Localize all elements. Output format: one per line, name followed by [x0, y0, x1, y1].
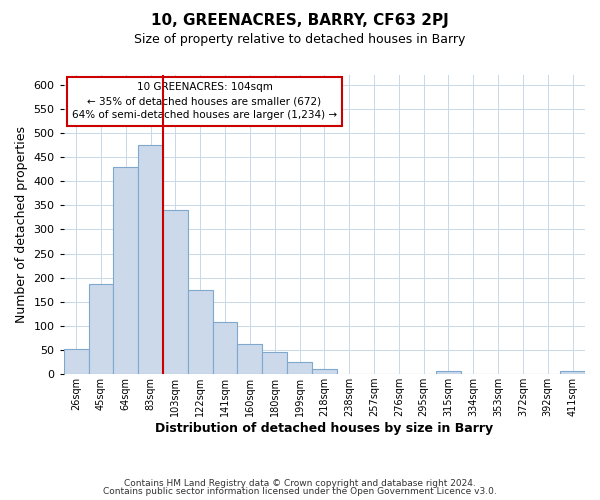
Text: 10 GREENACRES: 104sqm
← 35% of detached houses are smaller (672)
64% of semi-det: 10 GREENACRES: 104sqm ← 35% of detached …: [72, 82, 337, 120]
Bar: [262, 352, 287, 374]
Bar: [113, 166, 138, 374]
Bar: [238, 344, 262, 374]
Bar: [188, 290, 212, 374]
Bar: [212, 322, 238, 374]
Bar: [560, 372, 585, 374]
Text: Size of property relative to detached houses in Barry: Size of property relative to detached ho…: [134, 32, 466, 46]
Bar: [312, 369, 337, 374]
Text: Contains HM Land Registry data © Crown copyright and database right 2024.: Contains HM Land Registry data © Crown c…: [124, 478, 476, 488]
Text: Contains public sector information licensed under the Open Government Licence v3: Contains public sector information licen…: [103, 487, 497, 496]
Text: 10, GREENACRES, BARRY, CF63 2PJ: 10, GREENACRES, BARRY, CF63 2PJ: [151, 12, 449, 28]
Bar: [163, 210, 188, 374]
Y-axis label: Number of detached properties: Number of detached properties: [15, 126, 28, 323]
Bar: [287, 362, 312, 374]
Bar: [436, 372, 461, 374]
Bar: [64, 348, 89, 374]
X-axis label: Distribution of detached houses by size in Barry: Distribution of detached houses by size …: [155, 422, 493, 435]
Bar: [138, 145, 163, 374]
Bar: [89, 284, 113, 374]
